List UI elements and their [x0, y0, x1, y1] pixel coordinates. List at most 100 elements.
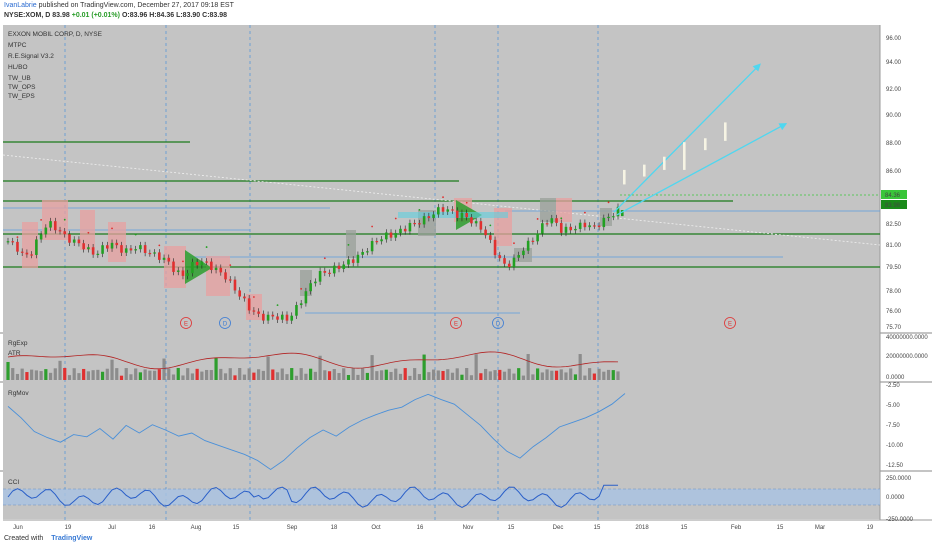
volume-bar [536, 368, 540, 380]
candle [143, 245, 147, 253]
candle [25, 252, 29, 255]
signal-dot [418, 208, 421, 211]
candle [11, 241, 15, 243]
volume-bar [86, 371, 90, 380]
signal-dot [347, 243, 350, 246]
volume-bar [72, 368, 76, 380]
volume-bar [479, 373, 483, 380]
price-tick: 76.00 [886, 309, 902, 315]
candle [408, 222, 412, 232]
volume-bar [6, 362, 10, 380]
volume-bar [280, 368, 284, 380]
volume-bar [422, 354, 426, 380]
candle [106, 245, 109, 249]
signal-dot [583, 211, 586, 214]
rgmov-tick: -12.50 [886, 463, 904, 469]
volume-bar [365, 372, 369, 380]
price-tick: 90.00 [886, 113, 902, 119]
volume-bar [233, 375, 237, 380]
volume-bar [242, 374, 247, 380]
volume-bar [152, 370, 157, 380]
footer: Created with TradingView [4, 535, 92, 542]
candle [437, 207, 440, 215]
signal-triangle [185, 250, 212, 284]
candle [588, 225, 591, 228]
candle [139, 245, 142, 250]
projections [613, 63, 788, 216]
signal-box [346, 230, 356, 258]
signal-dot [40, 218, 43, 221]
earnings-marker-e: E [180, 317, 192, 329]
volume-bar [162, 358, 166, 380]
volume-bar [616, 371, 620, 380]
volume-bar [564, 372, 568, 380]
signal-dot [607, 201, 610, 204]
candle [512, 257, 516, 268]
signal-box [164, 246, 186, 288]
ghost-candle [663, 156, 666, 170]
volume-bar [488, 371, 492, 380]
candle [115, 242, 119, 246]
volume-bar [413, 368, 417, 380]
rgmov-pane-title: RgMov [8, 390, 29, 397]
price-tick: 94.00 [886, 60, 902, 66]
candle [271, 314, 275, 317]
volume-bar [342, 368, 346, 380]
candle [418, 223, 421, 225]
volume-bar [195, 368, 199, 380]
tradingview-logo[interactable]: TradingView [51, 535, 93, 542]
signal-dot [442, 196, 444, 199]
candle [181, 270, 185, 276]
volume-tick: 20000000.0000 [886, 354, 928, 360]
candle [252, 310, 256, 312]
volume-bar [474, 354, 478, 380]
cci-pane-title: CCI [8, 479, 19, 486]
publish-text: published on TradingView.com, December 2… [38, 2, 234, 9]
atr-line [7, 351, 619, 370]
candle [172, 261, 175, 272]
candle [507, 263, 511, 268]
indicator-label: R.E.Signal V3.2 [8, 53, 54, 60]
candle [545, 223, 549, 225]
candle [120, 245, 123, 253]
ghost-candle [704, 138, 707, 151]
symbol[interactable]: NYSE:XOM, D [4, 12, 51, 19]
candle [559, 222, 563, 233]
signal-dot [489, 224, 492, 227]
candle [503, 258, 506, 264]
candle [304, 291, 308, 304]
volume-bar [15, 373, 20, 380]
volume-bar [502, 371, 507, 380]
price-tick: 78.00 [886, 289, 902, 295]
volume-bar [257, 369, 261, 380]
signal-box [300, 270, 312, 296]
volume-bar [379, 370, 384, 380]
volume-bar [148, 370, 152, 380]
candle [91, 247, 95, 255]
volume-bar [592, 373, 596, 380]
candle [498, 255, 502, 259]
rgmov-tick: -5.00 [886, 403, 900, 409]
author-link[interactable]: IvanLabrie [4, 2, 37, 9]
candle [16, 241, 19, 252]
volume-bar [597, 368, 601, 380]
candle [489, 235, 492, 240]
signal-dot [465, 201, 468, 204]
time-tick: 19 [867, 525, 874, 531]
volume-bar [441, 370, 445, 380]
signal-dots [16, 196, 610, 307]
indicator-label: TW_UB [8, 75, 31, 82]
volume-bar [39, 371, 43, 380]
volume-bar [578, 354, 582, 380]
candle [460, 212, 464, 218]
candle [63, 231, 67, 235]
volume-bar [512, 373, 516, 380]
volume-bar [521, 375, 526, 380]
volume-bar [583, 375, 587, 380]
volume-bar [299, 368, 303, 380]
volume-bar [53, 368, 57, 380]
candle [129, 248, 133, 251]
signal-box [540, 198, 556, 222]
earnings-marker-e: E [724, 317, 736, 329]
